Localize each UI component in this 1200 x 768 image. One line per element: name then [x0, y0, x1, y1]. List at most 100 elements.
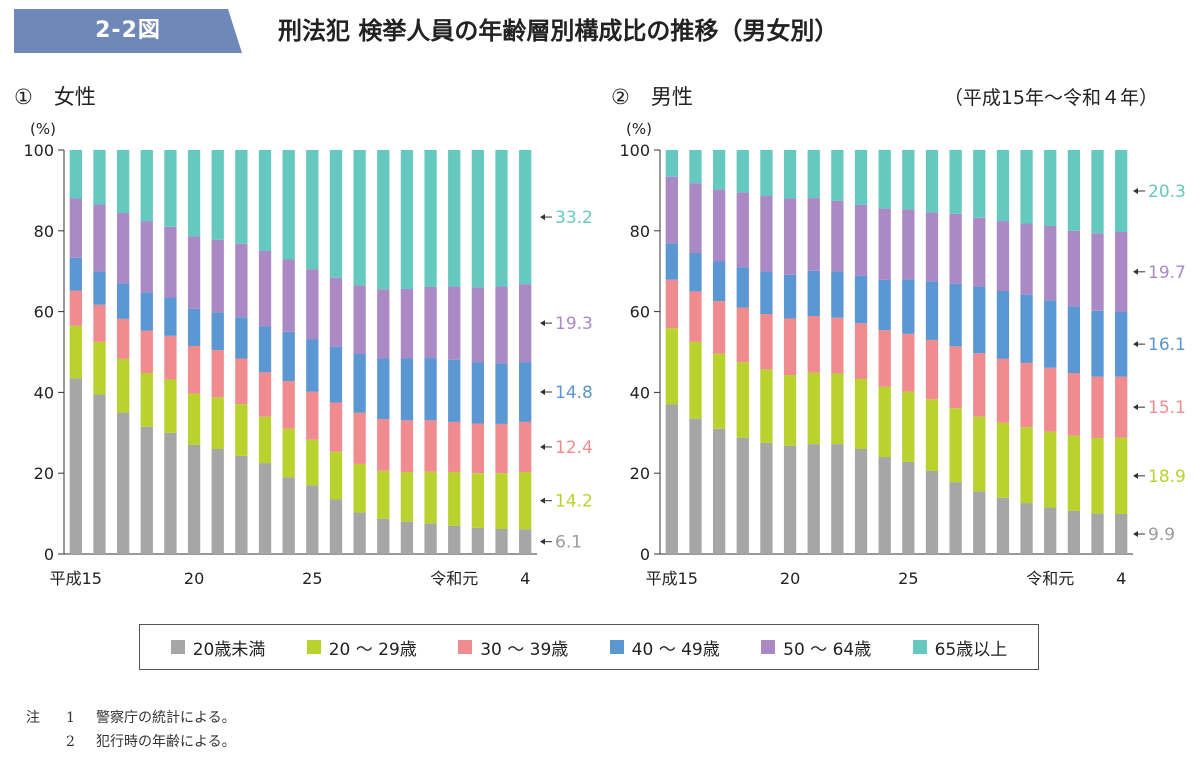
bar-segment-male-20-1: [783, 375, 797, 446]
y-tick-label: 80: [630, 222, 650, 241]
bar-segment-male-平成15-4: [665, 176, 678, 244]
legend-item-65plus: 65歳以上: [912, 635, 1007, 660]
end-label-arrowhead: [1133, 404, 1138, 411]
y-tick-label: 60: [630, 303, 650, 322]
bar-segment-male-27-1: [949, 408, 962, 483]
y-axis-unit-label: (%): [30, 120, 56, 138]
bar-segment-male-18-1: [736, 362, 749, 438]
y-tick-label: 20: [630, 464, 650, 483]
bar-segment-male-19-3: [760, 271, 773, 315]
bar-segment-male-17-0: [712, 428, 726, 554]
x-tick-label: 平成15: [646, 569, 698, 588]
y-tick-label: 20: [34, 464, 54, 483]
bar-segment-female-3-1: [495, 473, 508, 529]
bar-segment-female-28-1: [377, 470, 390, 519]
end-value-label: 16.1: [1148, 335, 1186, 355]
bar-segment-female-16-1: [93, 341, 106, 395]
bar-segment-female-平成15-4: [69, 198, 82, 258]
bar-segment-male-20-2: [783, 318, 797, 376]
bar-segment-female-3-2: [495, 423, 508, 474]
legend-label: 20 ～ 29歳: [328, 639, 417, 660]
figure-number-badge: 2-2図: [14, 9, 242, 53]
bar-segment-female-16-0: [93, 394, 106, 554]
bar-segment-male-24-5: [878, 150, 891, 209]
bar-segment-male-25-5: [902, 150, 915, 210]
bar-segment-female-2-5: [471, 150, 485, 288]
bar-segment-male-17-3: [712, 261, 726, 302]
bar-segment-male-令和元-4: [1044, 225, 1057, 301]
bar-segment-male-2-3: [1067, 306, 1081, 374]
bar-segment-male-17-1: [712, 353, 726, 429]
end-value-label: 14.2: [555, 492, 593, 512]
bar-segment-female-27-3: [353, 354, 366, 413]
bar-segment-female-16-5: [93, 150, 106, 205]
bar-segment-female-22-0: [235, 455, 248, 554]
bar-segment-male-27-3: [949, 283, 962, 347]
bar-segment-male-28-2: [973, 353, 986, 417]
bar-segment-female-16-3: [93, 271, 106, 305]
bar-segment-female-19-0: [164, 432, 177, 554]
x-tick-label: 20: [184, 569, 204, 588]
bar-segment-male-22-5: [831, 150, 844, 201]
bar-segment-female-26-3: [329, 346, 343, 403]
bar-segment-male-令和元-1: [1044, 431, 1057, 508]
bar-segment-male-26-0: [925, 470, 939, 554]
bar-segment-male-26-2: [925, 339, 939, 400]
bar-segment-male-4-2: [1115, 376, 1128, 438]
y-tick-label: 40: [630, 383, 650, 402]
period-label: （平成15年～令和４年）: [944, 87, 1158, 109]
bar-segment-male-24-1: [878, 386, 891, 458]
bar-segment-male-21-0: [807, 444, 820, 554]
bar-segment-male-26-3: [925, 281, 939, 340]
end-value-label: 20.3: [1148, 182, 1186, 202]
bar-segment-female-21-3: [211, 312, 224, 350]
end-label-arrowhead: [540, 443, 545, 450]
bar-segment-female-4-1: [519, 471, 532, 530]
legend-label: 40 ～ 49歳: [631, 639, 720, 660]
bar-segment-female-24-0: [282, 477, 295, 554]
footnote-1: 注 1 警察庁の統計による。: [26, 706, 236, 730]
bar-segment-male-21-3: [807, 270, 820, 317]
panel-title: ② 男性: [611, 85, 693, 109]
legend-swatch: [306, 640, 321, 654]
bar-segment-female-25-2: [306, 391, 319, 440]
bar-segment-male-23-0: [854, 448, 868, 554]
bar-segment-female-27-0: [353, 512, 366, 554]
bar-segment-female-17-0: [116, 412, 130, 554]
footnotes: 注 1 警察庁の統計による。 2 犯行時の年齢による。: [26, 706, 236, 754]
footnote-head-spacer: [26, 730, 66, 754]
bar-segment-male-23-5: [854, 150, 868, 205]
bar-segment-male-19-2: [760, 314, 773, 370]
bar-segment-male-24-2: [878, 330, 891, 387]
bar-segment-female-21-5: [211, 150, 224, 240]
bar-segment-male-20-5: [783, 150, 797, 199]
bar-segment-male-17-4: [712, 189, 726, 262]
bar-segment-male-27-5: [949, 150, 962, 214]
bar-segment-female-20-2: [187, 345, 201, 394]
bar-segment-female-23-1: [258, 416, 272, 464]
bar-segment-female-30-4: [424, 286, 437, 359]
bar-segment-female-30-1: [424, 471, 437, 524]
bar-segment-male-28-1: [973, 416, 986, 492]
x-tick-label: 令和元: [430, 569, 478, 588]
bar-segment-female-23-4: [258, 251, 272, 327]
footnote-number: 1: [66, 710, 75, 726]
bar-segment-male-2-4: [1067, 230, 1081, 307]
bar-segment-female-4-2: [519, 421, 532, 472]
bar-segment-female-25-4: [306, 269, 319, 340]
bar-segment-male-16-4: [689, 183, 702, 254]
bar-segment-female-28-3: [377, 358, 390, 420]
end-label-arrowhead: [1133, 341, 1138, 348]
bar-segment-female-20-3: [187, 308, 201, 346]
bar-segment-female-令和元-5: [448, 150, 461, 287]
footnote-text: 警察庁の統計による。: [96, 710, 236, 726]
bar-segment-female-令和元-0: [448, 525, 461, 554]
bar-segment-female-24-2: [282, 381, 295, 429]
bar-segment-male-24-0: [878, 457, 891, 554]
bar-segment-female-26-1: [329, 451, 343, 500]
bar-segment-female-令和元-2: [448, 421, 461, 472]
bar-segment-female-2-3: [471, 362, 485, 424]
bar-segment-female-17-1: [116, 358, 130, 413]
bar-segment-female-21-2: [211, 349, 224, 398]
bar-segment-female-19-1: [164, 379, 177, 433]
